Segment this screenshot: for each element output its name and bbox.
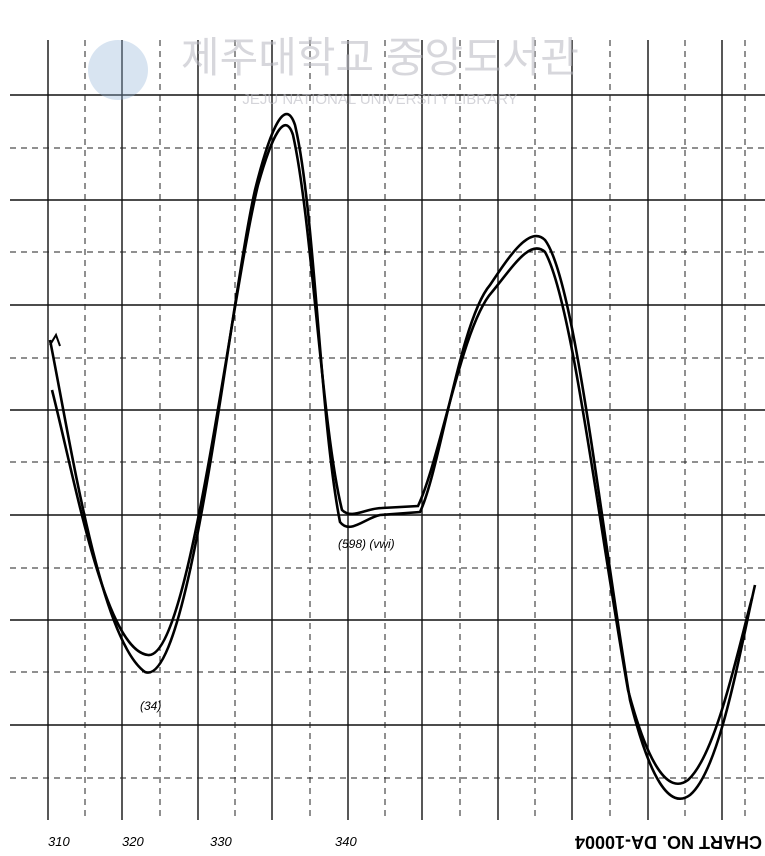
grid <box>10 40 765 820</box>
annotation: (598) (vwi) <box>338 537 395 551</box>
axis-label: 330 <box>210 834 232 849</box>
axis-label: 340 <box>335 834 357 849</box>
axis-label: 320 <box>122 834 144 849</box>
watermark-logo <box>88 40 148 100</box>
minor-grid <box>10 40 765 820</box>
trace-inner <box>50 123 754 786</box>
axis-label: 310 <box>48 834 70 849</box>
watermark-title: 제주대학교 중앙도서관 <box>181 34 579 81</box>
annotation: (34) <box>140 699 161 713</box>
chart-number: CHART NO. DA-10004 <box>575 832 762 852</box>
arrow <box>49 332 61 347</box>
watermark-subtitle: JEJU NATIONAL UNIVERSITY LIBRARY <box>242 91 517 108</box>
trace-outer <box>48 112 757 801</box>
